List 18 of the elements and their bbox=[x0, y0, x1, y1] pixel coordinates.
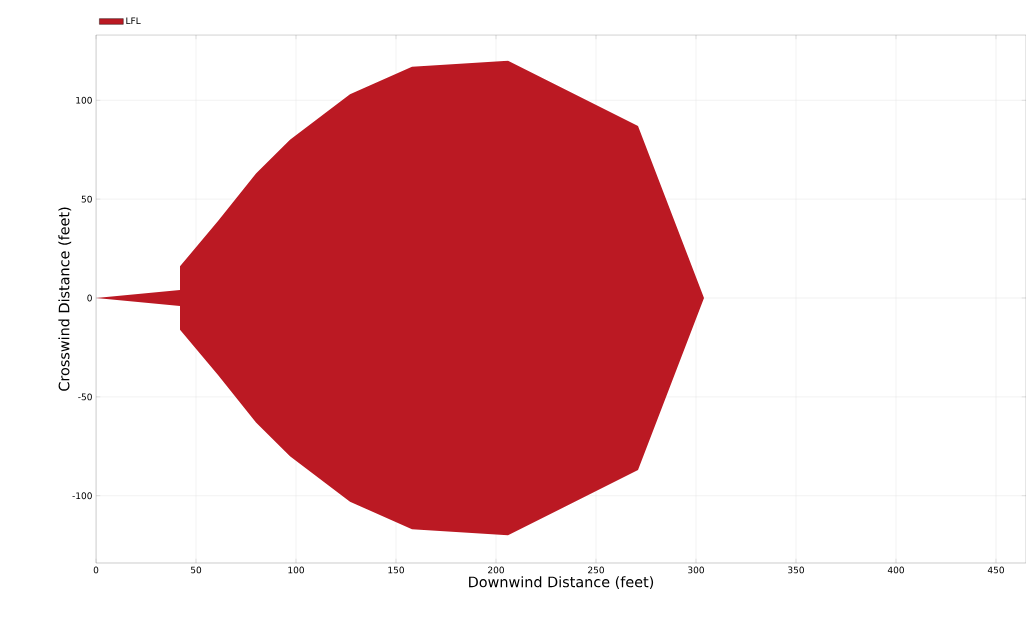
x-axis-title: Downwind Distance (feet) bbox=[469, 576, 654, 590]
x-tick-label: 100 bbox=[288, 566, 304, 574]
y-tick-label: 100 bbox=[76, 96, 92, 104]
y-tick-label: 50 bbox=[81, 195, 92, 203]
x-tick-label: 50 bbox=[190, 566, 202, 574]
y-tick-label: -50 bbox=[78, 393, 92, 401]
x-tick-label: 250 bbox=[588, 566, 604, 574]
y-tick-label: -100 bbox=[72, 492, 92, 500]
x-tick-label: 400 bbox=[887, 566, 904, 574]
x-tick-label: 150 bbox=[388, 566, 404, 574]
x-tick-label: 0 bbox=[93, 566, 99, 574]
x-tick-label: 350 bbox=[788, 566, 804, 574]
x-tick-label: 300 bbox=[688, 566, 704, 574]
y-tick-label: 0 bbox=[87, 294, 92, 302]
x-tick-label: 200 bbox=[488, 566, 504, 574]
x-tick-label: 450 bbox=[987, 566, 1004, 574]
y-axis-title: Crosswind Distance (feet) bbox=[58, 207, 72, 391]
legend-label: LFL bbox=[126, 17, 141, 25]
